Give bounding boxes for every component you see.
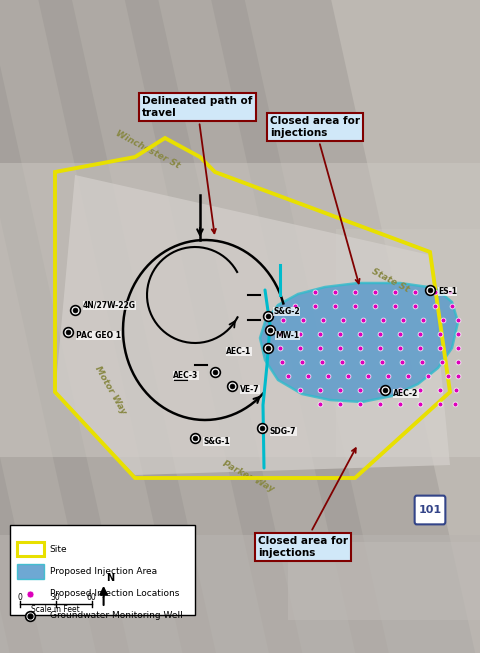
Polygon shape: [55, 175, 450, 475]
Bar: [17, 542, 44, 556]
Text: SDG-7: SDG-7: [270, 427, 297, 436]
Text: Scale in Feet: Scale in Feet: [31, 605, 80, 614]
Text: 30: 30: [51, 593, 60, 602]
Text: 0: 0: [17, 593, 22, 602]
Text: AEC-1: AEC-1: [226, 347, 251, 356]
Bar: [0, 535, 480, 653]
Text: Parker Way: Parker Way: [221, 458, 275, 494]
Polygon shape: [38, 0, 302, 653]
Text: AEC-3: AEC-3: [173, 371, 198, 380]
Polygon shape: [0, 0, 43, 653]
Text: Winchester St: Winchester St: [114, 129, 181, 170]
Text: MW-1: MW-1: [275, 331, 299, 340]
Text: AEC-2: AEC-2: [393, 389, 418, 398]
Text: Groundwater Monitoring Well: Groundwater Monitoring Well: [50, 611, 182, 620]
Text: Motor Way: Motor Way: [93, 364, 127, 416]
Bar: [17, 564, 44, 579]
Bar: [0, 163, 480, 457]
Text: VE-7: VE-7: [240, 385, 260, 394]
Text: ES-1: ES-1: [438, 287, 457, 296]
Polygon shape: [211, 0, 475, 653]
Text: 60: 60: [87, 593, 96, 602]
Polygon shape: [0, 0, 216, 653]
Text: N: N: [106, 573, 114, 583]
Text: Delineated path of
travel: Delineated path of travel: [142, 96, 252, 233]
Text: Closed area for
injections: Closed area for injections: [258, 448, 356, 558]
Text: PAC GEO 1: PAC GEO 1: [76, 331, 121, 340]
Text: 4N/27W-22G: 4N/27W-22G: [83, 301, 136, 310]
Polygon shape: [125, 0, 389, 653]
Text: Closed area for
injections: Closed area for injections: [270, 116, 360, 283]
Text: Proposed Injection Locations: Proposed Injection Locations: [50, 589, 179, 598]
Text: Site: Site: [50, 545, 68, 554]
Polygon shape: [0, 0, 130, 653]
Text: Proposed Injection Area: Proposed Injection Area: [50, 567, 157, 576]
Text: S&G-1: S&G-1: [203, 437, 229, 446]
Bar: [288, 542, 480, 620]
Text: S&G-2: S&G-2: [273, 307, 300, 316]
Bar: [10, 525, 195, 615]
FancyBboxPatch shape: [415, 496, 445, 524]
Polygon shape: [260, 283, 458, 402]
Text: State St: State St: [370, 266, 410, 294]
Bar: [336, 229, 480, 457]
Text: 101: 101: [419, 505, 442, 515]
